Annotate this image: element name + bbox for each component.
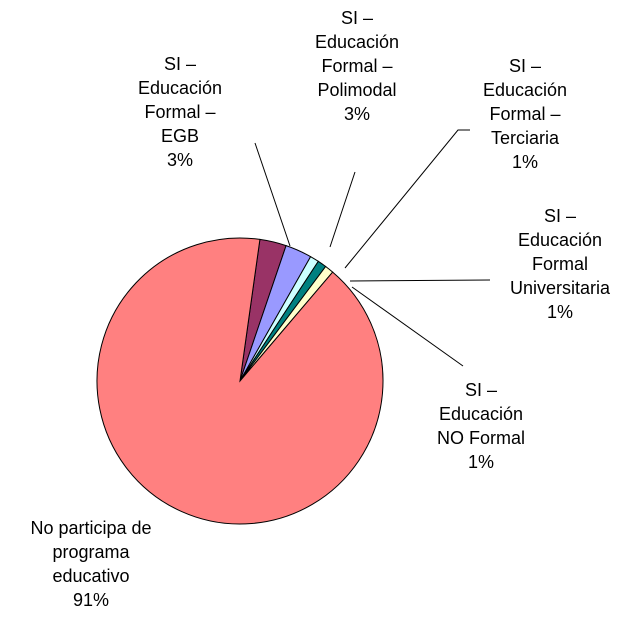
category-label: SI – Educación Formal – EGB [137,54,223,146]
category-label: No participa de programa educativo [30,518,152,586]
value-label: 1% [467,452,494,472]
category-label: SI – Educación Formal – Polimodal [314,8,400,100]
leader-line [351,286,464,367]
leader-line [349,279,491,282]
category-label: SI – Educación Formal – Terciaria [482,56,568,148]
slice-label: SI – Educación Formal – EGB 3% [130,52,230,172]
leader-line [344,129,470,269]
slice-label: SI – Educación Formal Universitaria 1% [504,204,616,324]
slice-label: SI – Educación Formal – Polimodal 3% [307,6,407,126]
value-label: 1% [511,152,538,172]
slice-label: SI – Educación NO Formal 1% [431,378,531,474]
slice-label: No participa de programa educativo 91% [26,516,156,612]
slice-label: SI – Educación Formal – Terciaria 1% [475,54,575,174]
value-label: 3% [343,104,370,124]
leader-line [329,171,356,248]
value-label: 1% [546,302,573,322]
leader-line [254,142,291,247]
category-label: SI – Educación Formal Universitaria [509,206,611,298]
value-label: 91% [72,590,110,610]
pie-slice [96,237,384,525]
category-label: SI – Educación NO Formal [436,380,525,448]
value-label: 3% [166,150,193,170]
